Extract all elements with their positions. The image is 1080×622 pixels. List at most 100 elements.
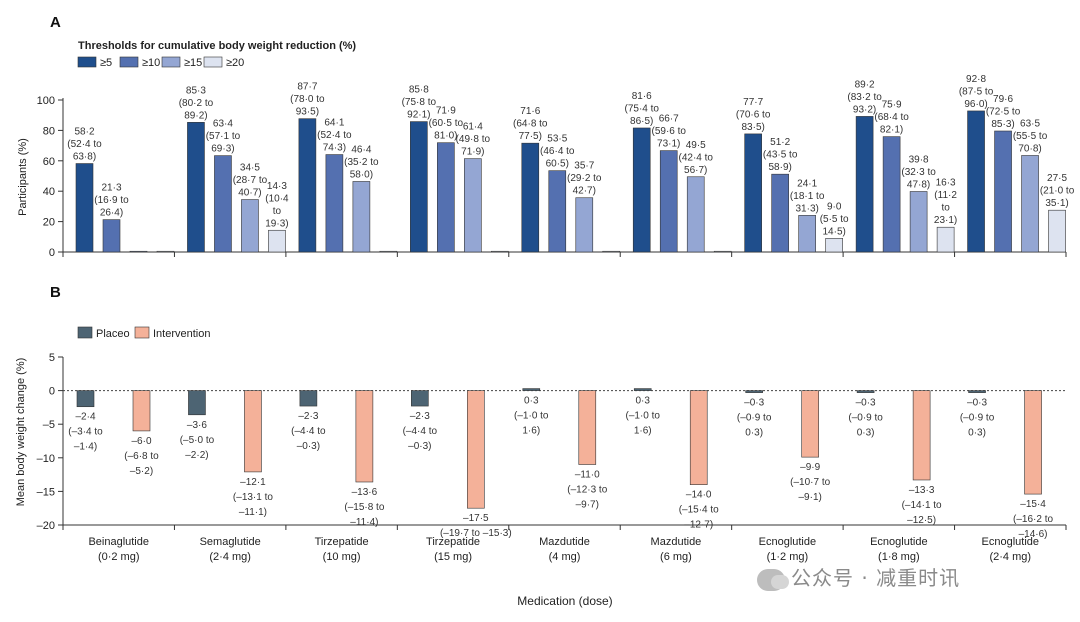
- data-label-a: 85·8 (75·8 to 92·1): [402, 85, 437, 121]
- x-tick-label-line: Ecnoglutide: [982, 536, 1040, 548]
- data-label-b: –2·4 (–3·4 to –1·4): [68, 412, 103, 453]
- data-label-line: 0·3): [857, 428, 875, 439]
- data-label-line: 21·3: [101, 183, 121, 194]
- data-label-line: 39·8: [909, 155, 929, 166]
- bar-b-placeo-6: [745, 390, 763, 393]
- data-label-line: 96·0): [964, 99, 987, 110]
- data-label-b: –9·9 (–10·7 to –9·1): [790, 462, 830, 503]
- data-label-line: (–16·2 to: [1013, 514, 1053, 525]
- data-label-line: –9·7): [576, 500, 599, 511]
- bar-a-ge10-4: [548, 170, 567, 253]
- data-label-line: 71·9): [461, 147, 484, 158]
- x-tick-label-b: Ecnoglutide (1·8 mg): [870, 536, 928, 563]
- data-label-a: 64·1 (52·4 to 74·3): [317, 118, 352, 154]
- data-label-line: 19·3): [265, 218, 288, 229]
- panel-b-label: B: [50, 284, 61, 301]
- y-tick-label-b: –10: [37, 453, 55, 465]
- bar-a-ge5-6: [744, 133, 762, 253]
- data-label-line: 0·3): [745, 428, 763, 439]
- bar-b-placeo-0: [76, 390, 95, 408]
- data-label-a: 9·0 (5·5 to 14·5): [820, 201, 849, 237]
- data-label-line: 89·2): [184, 110, 207, 121]
- x-tick-label-line: Ecnoglutide: [870, 536, 928, 548]
- data-label-line: 23·1): [934, 215, 957, 226]
- legend-b: Placeo Intervention: [77, 326, 210, 340]
- bar-a-ge20-3: [491, 250, 509, 253]
- x-tick-label-line: (6 mg): [660, 551, 692, 563]
- data-label-line: –6·0: [131, 436, 151, 447]
- data-label-line: –12·1: [240, 477, 266, 488]
- data-label-line: –1·4): [74, 442, 97, 453]
- bar-a-ge20-8: [1048, 209, 1066, 253]
- data-label-line: –2·4: [75, 412, 95, 423]
- data-label-line: (75·8 to: [402, 97, 437, 108]
- bar-b-intervention-6: [801, 390, 819, 458]
- data-label-line: (52·4 to: [317, 130, 352, 141]
- data-label-line: 34·5: [240, 163, 260, 174]
- data-label-line: (–6·8 to: [124, 451, 159, 462]
- legend-a: ≥5 ≥10 ≥15 ≥20: [77, 56, 244, 69]
- legend-label-a: ≥10: [142, 57, 160, 69]
- data-label-line: (–13·1 to: [233, 492, 273, 503]
- watermark: 公众号 · 减重时讯: [757, 562, 960, 591]
- legend-swatch-a: [119, 56, 139, 68]
- bar-b-placeo-2: [299, 390, 318, 407]
- bar-a-ge10-1: [214, 155, 232, 253]
- data-label-a: 16·3 (11·2 to 23·1): [934, 178, 957, 227]
- data-label-line: (75·4 to: [624, 103, 659, 114]
- x-tick-label-line: Tirzepatide: [315, 536, 369, 548]
- data-label-line: –0·3: [744, 398, 764, 409]
- data-label-line: –0·3): [408, 441, 431, 452]
- data-label-line: 27·5: [1047, 173, 1067, 184]
- bar-a-ge20-2: [379, 250, 398, 253]
- data-label-a: 71·6 (64·8 to 77·5): [513, 106, 548, 142]
- data-label-line: 85·8: [409, 85, 429, 96]
- data-label-line: 83·5): [741, 122, 764, 133]
- x-tick-label-line: (4 mg): [549, 551, 581, 563]
- x-tick-label-b: Tirzepatide (15 mg): [426, 536, 480, 563]
- bar-b-placeo-8: [968, 390, 986, 393]
- data-label-line: 1·6): [522, 426, 540, 437]
- y-axis-title-a: Participants (%): [17, 138, 29, 216]
- bar-a-ge20-0: [156, 250, 175, 253]
- data-label-a: 71·9 (60·5 to 81·0): [429, 106, 464, 142]
- data-label-line: 14·5): [822, 226, 845, 237]
- data-label-line: (57·1 to: [206, 131, 241, 142]
- data-label-line: 70·8): [1018, 143, 1041, 154]
- data-label-line: 75·9: [882, 100, 902, 111]
- data-label-line: –14·0: [686, 490, 712, 501]
- data-label-line: –2·3: [410, 411, 430, 422]
- data-label-line: –11·0: [575, 470, 600, 481]
- data-label-a: 21·3 (16·9 to 26·4): [94, 183, 129, 219]
- x-tick-label-line: (1·8 mg): [878, 551, 920, 563]
- data-label-line: –15·4: [1020, 499, 1046, 510]
- data-label-b: –13·6 (–15·8 to –11·4): [344, 487, 384, 528]
- data-label-line: (16·9 to: [94, 195, 129, 206]
- data-label-line: –17·5: [463, 513, 489, 524]
- data-label-a: 77·7 (70·6 to 83·5): [736, 97, 771, 133]
- bar-a-ge10-3: [437, 142, 455, 253]
- data-label-line: 77·5): [519, 131, 542, 142]
- data-label-line: 61·4: [463, 122, 483, 133]
- data-label-line: (55·5 to: [1013, 131, 1048, 142]
- data-label-line: 64·1: [324, 118, 344, 129]
- x-tick-label-line: (2·4 mg): [209, 551, 251, 563]
- data-label-line: 93·5): [296, 107, 319, 118]
- data-label-line: (–12·3 to: [567, 485, 607, 496]
- data-label-line: (–15·8 to: [344, 502, 384, 513]
- bar-b-intervention-5: [689, 390, 708, 485]
- bar-a-ge15-3: [464, 158, 482, 253]
- data-label-line: –0·3: [856, 398, 876, 409]
- data-label-line: 31·3): [795, 203, 818, 214]
- data-label-line: 58·0): [350, 169, 373, 180]
- data-label-line: to: [941, 203, 950, 214]
- data-label-line: 63·8): [73, 152, 96, 163]
- data-label-line: 85·3): [991, 119, 1014, 130]
- legend-label-a: ≥5: [100, 57, 112, 69]
- data-label-line: 81·6: [632, 91, 652, 102]
- chart-b-plot: 5 0 –5 –10 –15 –20 Beinaglutide (0·2 mg) Semaglu…: [37, 352, 1067, 563]
- data-label-line: –14·6): [1019, 529, 1048, 540]
- data-label-line: (11·2: [934, 190, 957, 201]
- data-label-line: 1·6): [634, 426, 652, 437]
